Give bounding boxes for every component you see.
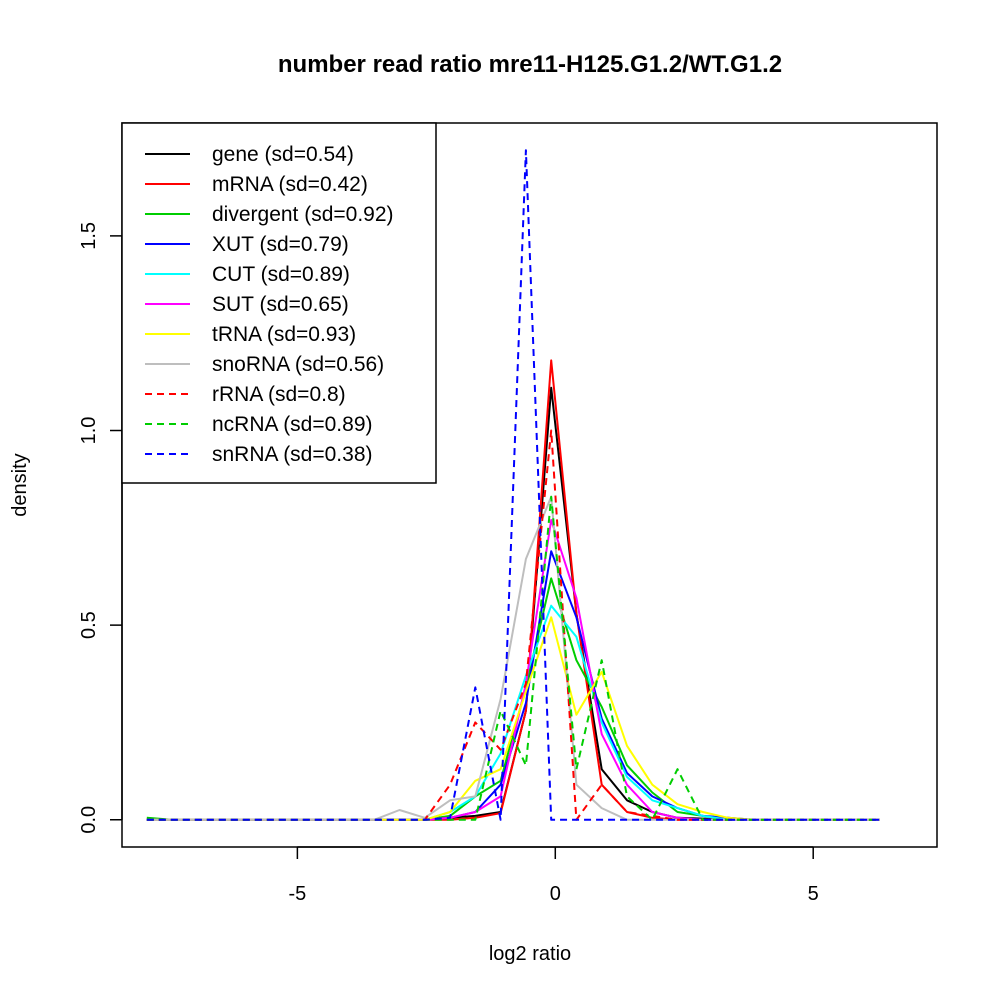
- legend-label: rRNA (sd=0.8): [212, 383, 346, 406]
- legend-label: mRNA (sd=0.42): [212, 173, 368, 196]
- legend-label: snoRNA (sd=0.56): [212, 353, 384, 376]
- y-tick-label: 1.0: [78, 417, 100, 445]
- x-axis-label: log2 ratio: [489, 943, 571, 965]
- chart-title: number read ratio mre11-H125.G1.2/WT.G1.…: [278, 51, 782, 78]
- legend-label: XUT (sd=0.79): [212, 233, 349, 256]
- y-tick-label: 1.5: [78, 222, 100, 250]
- y-tick-label: 0.0: [78, 806, 100, 834]
- legend-label: tRNA (sd=0.93): [212, 323, 356, 346]
- legend-label: gene (sd=0.54): [212, 143, 354, 166]
- legend-label: ncRNA (sd=0.89): [212, 413, 373, 436]
- series-layer: [146, 149, 880, 821]
- x-tick-label: -5: [288, 883, 306, 905]
- y-axis-label: density: [9, 453, 31, 516]
- legend: gene (sd=0.54) mRNA (sd=0.42) divergent (s…: [121, 122, 437, 484]
- x-tick-label: 5: [808, 883, 819, 905]
- legend-label: CUT (sd=0.89): [212, 263, 350, 286]
- plot-frame: [121, 122, 938, 848]
- legend-label: snRNA (sd=0.38): [212, 443, 373, 466]
- x-tick-label: 0: [550, 883, 561, 905]
- legend-label: SUT (sd=0.65): [212, 293, 349, 316]
- legend-label: divergent (sd=0.92): [212, 203, 394, 226]
- y-tick-label: 0.5: [78, 611, 100, 639]
- series-line-snRNA: [146, 149, 880, 821]
